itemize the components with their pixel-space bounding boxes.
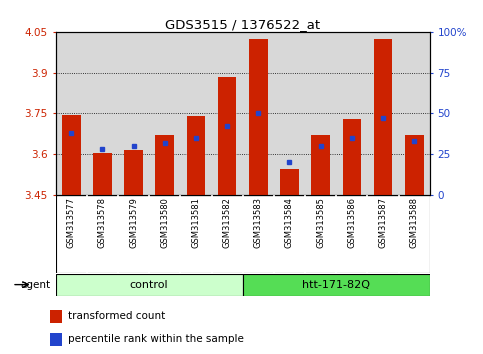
Text: GSM313578: GSM313578 [98, 197, 107, 248]
Title: GDS3515 / 1376522_at: GDS3515 / 1376522_at [165, 18, 320, 31]
Text: transformed count: transformed count [68, 312, 165, 321]
Text: GSM313582: GSM313582 [223, 197, 232, 248]
Text: percentile rank within the sample: percentile rank within the sample [68, 335, 243, 344]
Text: GSM313581: GSM313581 [191, 197, 200, 248]
Bar [374, 39, 392, 195]
Bar [312, 135, 330, 195]
Bar [186, 116, 205, 195]
Bar [156, 135, 174, 195]
Text: control: control [130, 280, 169, 290]
Text: GSM313587: GSM313587 [379, 197, 387, 248]
Bar [249, 39, 268, 195]
Bar [342, 119, 361, 195]
Bar [56, 274, 242, 296]
Bar [93, 153, 112, 195]
Bar [405, 135, 424, 195]
Text: GSM313584: GSM313584 [285, 197, 294, 248]
Text: GSM313579: GSM313579 [129, 197, 138, 248]
Text: GSM313583: GSM313583 [254, 197, 263, 248]
Text: GSM313577: GSM313577 [67, 197, 76, 248]
Text: GSM313580: GSM313580 [160, 197, 169, 248]
Text: htt-171-82Q: htt-171-82Q [302, 280, 370, 290]
Bar [124, 150, 143, 195]
Bar [50, 333, 62, 346]
Text: GSM313586: GSM313586 [347, 197, 356, 248]
Bar [218, 77, 237, 195]
Bar [280, 169, 299, 195]
Text: GSM313585: GSM313585 [316, 197, 325, 248]
Bar [62, 115, 81, 195]
Text: agent: agent [21, 280, 51, 290]
Bar [50, 310, 62, 323]
Bar [242, 274, 430, 296]
Text: GSM313588: GSM313588 [410, 197, 419, 248]
